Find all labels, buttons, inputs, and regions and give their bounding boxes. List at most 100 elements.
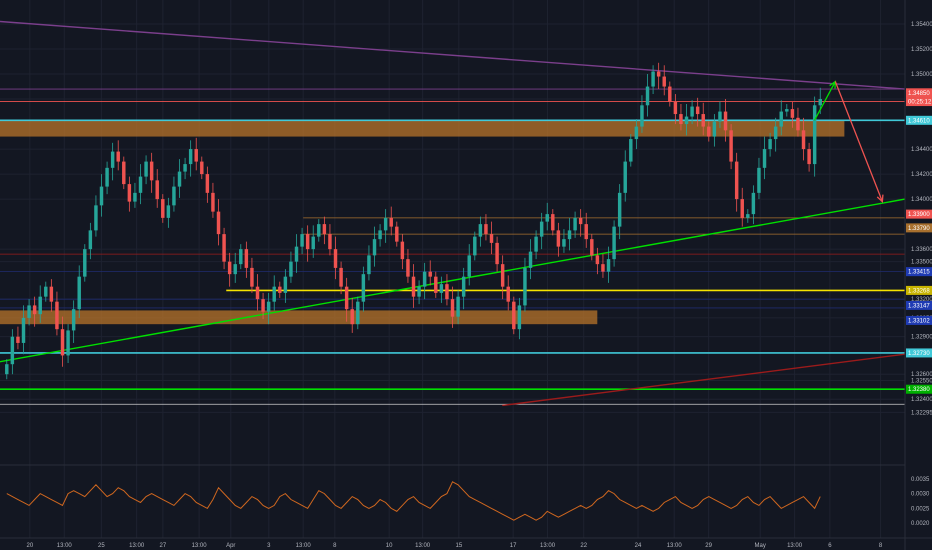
candle-body (578, 217, 583, 225)
candle-body (489, 234, 494, 243)
time-label: 8 (333, 543, 337, 549)
indicator-label: 0.0035 (911, 477, 930, 483)
candle-body (785, 109, 789, 112)
candle-body (188, 149, 193, 165)
candle-body (673, 101, 678, 115)
time-label: 13:00 (540, 543, 556, 549)
candle-body (328, 234, 332, 250)
time-label: 27 (160, 543, 167, 549)
candle-body (712, 121, 717, 137)
candle-body (344, 286, 349, 310)
candle-body (718, 111, 722, 122)
candle-body (629, 139, 633, 162)
price-axis[interactable]: 1.354001.352001.350001.348001.344001.342… (906, 22, 932, 416)
candle-body (27, 305, 31, 318)
candle-body (551, 214, 555, 231)
price-tag-label: 1.33147 (908, 303, 930, 309)
candle-body (701, 114, 705, 127)
price-tag[interactable] (906, 300, 932, 310)
price-tag[interactable] (906, 267, 932, 277)
price-label: 1.34200 (911, 172, 932, 178)
candle-body (656, 71, 661, 77)
candle-body (339, 267, 343, 287)
candle-body (734, 161, 739, 200)
candle-body (122, 161, 126, 185)
indicator-label: 0.0025 (911, 506, 930, 512)
time-label: 13:00 (192, 543, 208, 549)
indicator-label: 0.0020 (911, 521, 930, 527)
arrow-shaft (834, 81, 883, 202)
candle-body (322, 224, 327, 235)
candle-body (200, 161, 204, 175)
time-label: 13:00 (296, 543, 312, 549)
arrow-head (829, 80, 837, 89)
candle-body (350, 309, 354, 325)
candle-body (10, 336, 15, 365)
candle-body (695, 106, 700, 115)
candle-body (289, 261, 293, 277)
indicator-axis[interactable]: 0.0035 0.0030 0.0025 0.0020 (911, 477, 930, 527)
candle-body (640, 105, 644, 127)
candle-body (773, 126, 778, 140)
price-tag-label: 1.33268 (908, 288, 930, 294)
time-label: 3 (267, 543, 271, 549)
price-tag[interactable] (906, 384, 932, 394)
candle-body (567, 230, 572, 240)
candle-body (383, 217, 388, 231)
price-label: 1.32900 (911, 335, 932, 341)
time-label: 10 (386, 543, 393, 549)
price-tag[interactable] (906, 285, 932, 295)
candle-body (523, 267, 527, 306)
price-tag[interactable] (906, 88, 932, 98)
candle-body (233, 264, 237, 275)
candle-body (38, 296, 42, 315)
time-label: 6 (828, 543, 832, 549)
candle-body (512, 301, 516, 330)
price-tag[interactable] (906, 209, 932, 219)
candle-body (762, 149, 767, 168)
candle-body (456, 296, 460, 317)
candle-body (779, 111, 783, 127)
trend-line (0, 20, 906, 90)
indicator-label: 0.0030 (911, 492, 930, 498)
price-tag[interactable] (906, 315, 932, 325)
price-tag[interactable] (906, 348, 932, 358)
candle-body (545, 214, 549, 222)
candle-body (172, 186, 176, 206)
time-axis[interactable]: 20 13:00 25 13:00 27 13:00 Apr 3 13:00 8 10 13:00 15… (27, 543, 883, 549)
candle-body (495, 242, 499, 265)
price-tag-label: 1.34850 (908, 91, 930, 97)
candle-body (562, 239, 566, 247)
candle-body (177, 171, 182, 187)
time-label: 13:00 (57, 543, 73, 549)
candle-body (411, 276, 416, 297)
candle-body (333, 249, 338, 268)
candle-body (461, 276, 466, 297)
price-tag[interactable] (906, 97, 932, 107)
candle-body (278, 286, 282, 293)
candle-body (317, 224, 321, 237)
price-tag[interactable] (906, 115, 932, 125)
candle-body (679, 114, 683, 125)
candle-body (372, 239, 377, 256)
candlestick-series (5, 62, 822, 380)
candle-body (389, 217, 393, 227)
candle-body (757, 167, 761, 193)
candle-body (751, 192, 756, 215)
candle-body (439, 284, 444, 293)
candle-body (144, 161, 148, 177)
price-label: 1.32600 (911, 372, 932, 378)
candle-body (417, 286, 421, 297)
time-label: May (755, 543, 766, 549)
candle-body (450, 299, 455, 317)
time-label: 13:00 (787, 543, 803, 549)
horizontal-levels (0, 88, 905, 405)
price-tag-label: 00:25:12 (908, 100, 932, 106)
candle-body (395, 226, 399, 242)
candle-body (166, 205, 171, 218)
candle-body (645, 86, 650, 106)
price-tag[interactable] (906, 223, 932, 233)
candle-body (133, 192, 137, 202)
candle-body (801, 130, 806, 150)
